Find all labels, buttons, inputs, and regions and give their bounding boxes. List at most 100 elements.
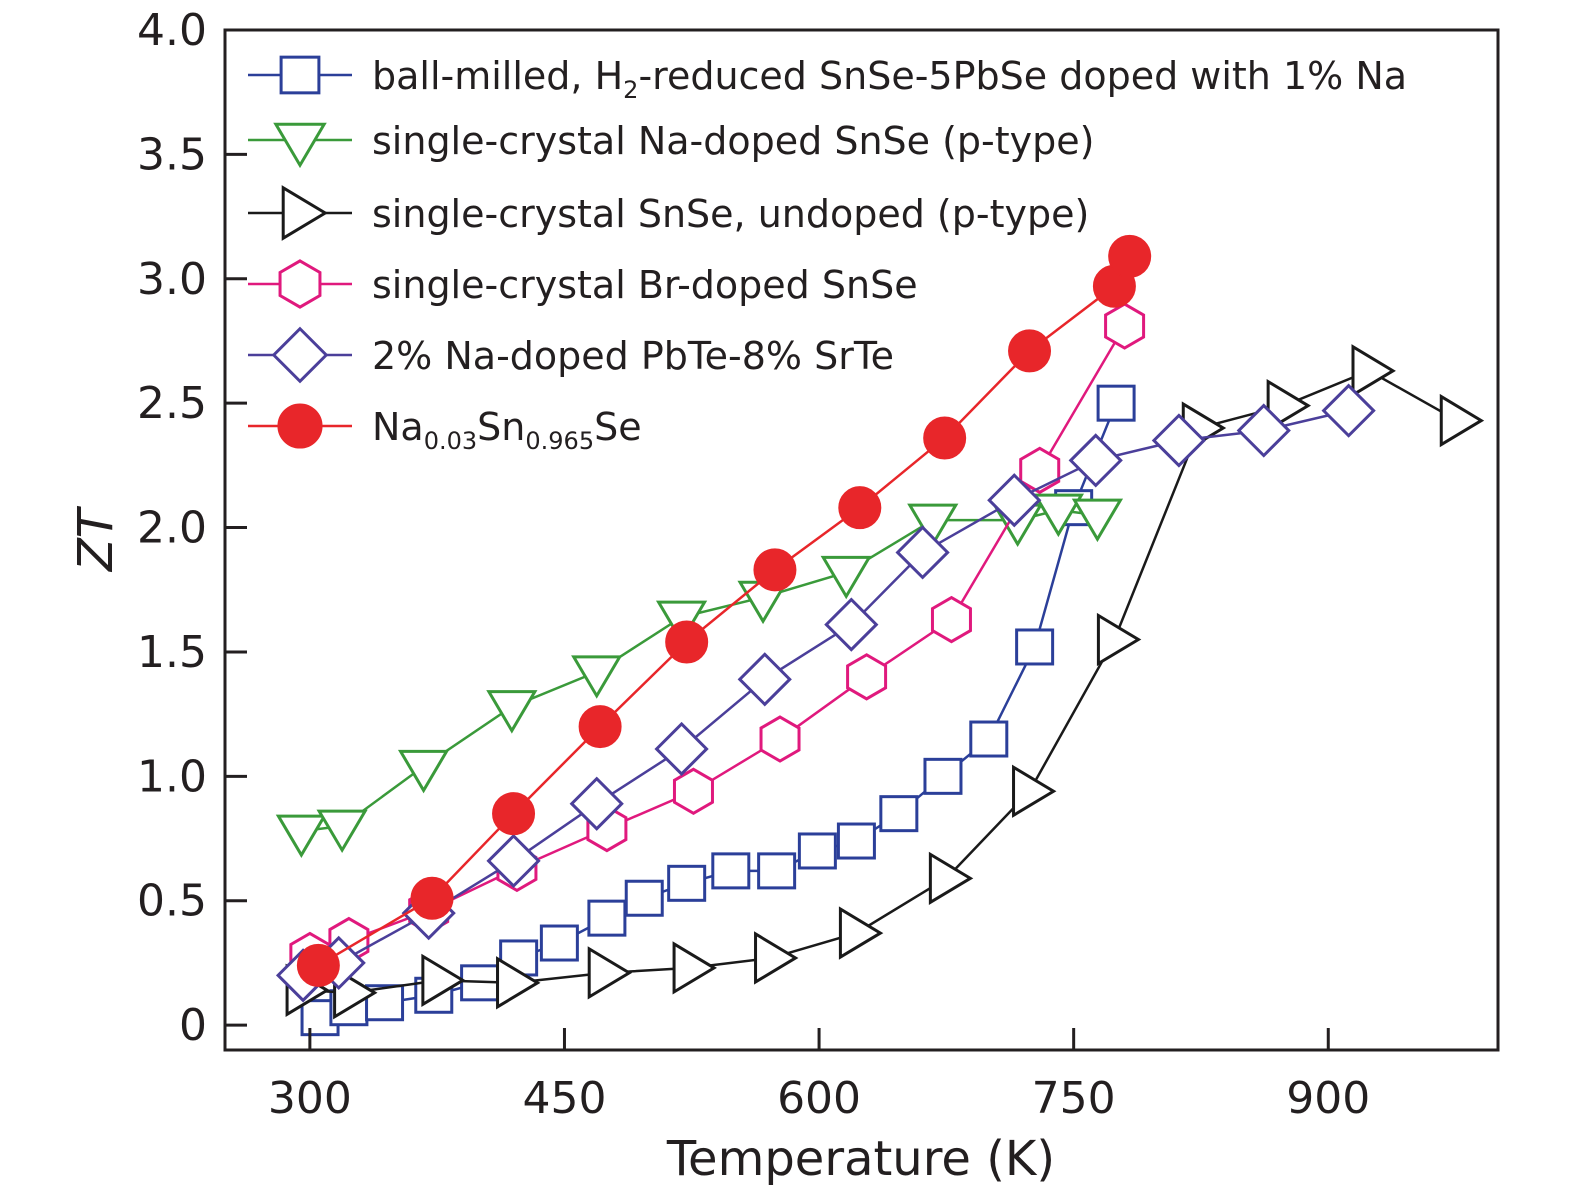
circle-marker	[753, 548, 797, 592]
y-tick-label: 1.5	[137, 627, 207, 678]
diamond-marker	[271, 326, 329, 384]
diamond-marker	[486, 833, 541, 889]
circle-marker	[410, 876, 454, 920]
circle-marker	[838, 486, 882, 530]
triangle-down-marker	[1032, 493, 1085, 538]
legend-text: single-crystal SnSe, undoped (p-type)	[372, 192, 1089, 236]
diamond-marker	[987, 473, 1042, 528]
legend-item: single-crystal SnSe, undoped (p-type)	[248, 185, 1089, 241]
triangle-right-marker	[672, 941, 717, 995]
diamond-marker	[1068, 433, 1123, 488]
triangle-down-marker	[1071, 498, 1124, 543]
square-marker	[624, 879, 664, 917]
x-axis-label: Temperature (K)	[666, 1131, 1055, 1187]
hexagon-marker	[672, 767, 714, 816]
triangle-down-marker	[486, 690, 538, 734]
legend-subscript: 0.03	[424, 427, 477, 455]
diamond-marker	[1236, 403, 1291, 458]
triangle-right-marker	[496, 956, 541, 1010]
hexagon-marker	[846, 653, 888, 701]
triangle-right-marker	[1012, 764, 1057, 818]
triangle-right-marker	[754, 931, 799, 985]
hexagon-marker	[1019, 446, 1061, 495]
legend-item: single-crystal Na-doped SnSe (p-type)	[248, 119, 1094, 169]
circle-marker	[492, 792, 536, 836]
square-marker	[757, 852, 797, 890]
legend-item: ball-milled, H2-reduced SnSe-5PbSe doped…	[248, 54, 1407, 104]
square-marker	[1015, 628, 1055, 666]
y-tick-label: 2.0	[137, 503, 207, 554]
y-tick-label: 2.5	[137, 378, 207, 429]
series-layer	[275, 234, 1485, 1037]
legend-text: ball-milled, H	[372, 54, 623, 98]
hexagon-marker	[1104, 302, 1146, 350]
circle-marker	[578, 705, 622, 749]
x-tick-label: 750	[1032, 1073, 1116, 1124]
legend-subscript: 2	[623, 76, 638, 104]
square-marker	[667, 864, 707, 902]
y-tick-label: 0.5	[137, 876, 207, 927]
y-tick-label: 4.0	[137, 5, 207, 56]
triangle-right-marker	[838, 906, 884, 960]
square-marker	[539, 924, 579, 962]
triangle-right-marker	[1351, 344, 1396, 398]
triangle-right-marker	[281, 185, 329, 241]
triangle-right-marker	[421, 953, 466, 1007]
legend-item: single-crystal Br-doped SnSe	[248, 259, 918, 309]
diamond-marker	[1151, 413, 1207, 468]
legend-label: single-crystal Na-doped SnSe (p-type)	[372, 119, 1094, 163]
diamond-marker	[895, 525, 950, 580]
diamond-marker	[737, 652, 792, 707]
square-marker	[969, 720, 1009, 758]
legend-text: 2% Na-doped PbTe-8% SrTe	[372, 334, 894, 378]
diamond-marker	[569, 776, 624, 831]
triangle-down-marker	[820, 555, 872, 600]
legend-text: Na	[372, 405, 424, 449]
triangle-right-marker	[1439, 393, 1485, 448]
axis-ticks: 300 450 600 750 900 0 0.5 1.0 1.5 2.0 2.5 3.0 3.5 4.0	[137, 5, 1370, 1124]
series-square	[300, 384, 1136, 1037]
x-tick-label: 900	[1286, 1073, 1370, 1124]
square-marker	[836, 822, 876, 860]
legend-text: Se	[594, 405, 642, 449]
legend-label: 2% Na-doped PbTe-8% SrTe	[372, 334, 894, 378]
legend-text: -reduced SnSe-5PbSe doped with 1% Na	[638, 54, 1407, 98]
circle-marker	[923, 416, 967, 460]
square-marker	[879, 795, 919, 833]
square-marker	[797, 832, 837, 870]
hexagon-marker	[930, 595, 972, 644]
y-axis-label: ZT	[68, 505, 124, 573]
circle-marker	[277, 403, 323, 449]
legend: ball-milled, H2-reduced SnSe-5PbSe doped…	[248, 54, 1407, 455]
square-marker	[923, 757, 963, 795]
series-triangle-down	[275, 493, 1124, 859]
legend-item: 2% Na-doped PbTe-8% SrTe	[248, 326, 894, 384]
y-tick-label: 0	[179, 1000, 207, 1051]
legend-label: ball-milled, H2-reduced SnSe-5PbSe doped…	[372, 54, 1407, 104]
circle-marker	[665, 620, 709, 664]
legend-subscript: 0.965	[525, 427, 594, 455]
legend-label: single-crystal SnSe, undoped (p-type)	[372, 192, 1089, 236]
y-tick-label: 3.5	[137, 129, 207, 180]
triangle-down-marker	[571, 655, 623, 699]
diamond-marker	[824, 597, 879, 652]
triangle-down-marker	[397, 749, 450, 794]
series-line	[302, 409, 1349, 977]
x-tick-label: 300	[268, 1073, 352, 1124]
legend-text: single-crystal Br-doped SnSe	[372, 263, 918, 307]
diamond-marker	[654, 721, 709, 777]
triangle-down-marker	[907, 503, 959, 548]
legend-label: single-crystal Br-doped SnSe	[372, 263, 918, 307]
circle-marker	[296, 943, 340, 987]
square-marker	[1096, 384, 1136, 422]
triangle-right-marker	[1266, 379, 1312, 433]
circle-marker	[1008, 329, 1052, 373]
square-marker	[711, 852, 751, 890]
triangle-down-marker	[316, 809, 368, 854]
series-triangle-right	[285, 344, 1485, 1020]
y-tick-label: 3.0	[137, 254, 207, 305]
diamond-marker	[1321, 383, 1376, 438]
legend-text: Sn	[477, 405, 525, 449]
hexagon-marker	[278, 259, 322, 309]
